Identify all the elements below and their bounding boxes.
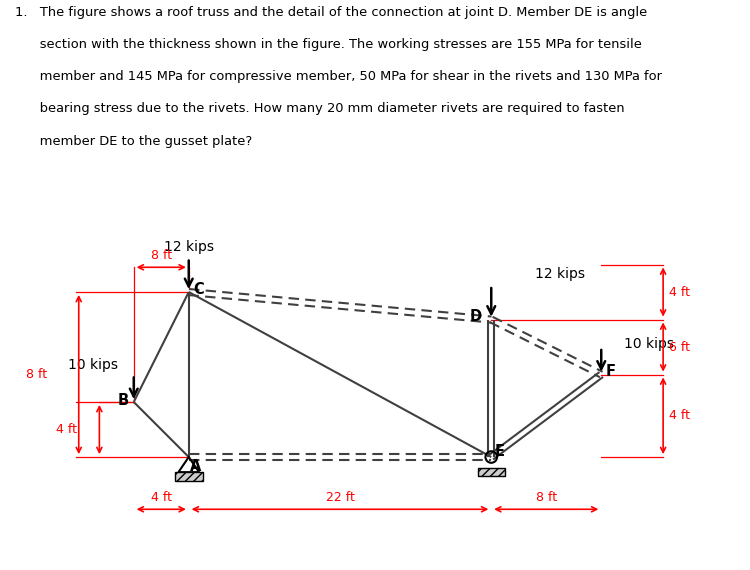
Text: F: F [606,364,616,379]
Text: section with the thickness shown in the figure. The working stresses are 155 MPa: section with the thickness shown in the … [15,38,642,51]
Text: 12 kips: 12 kips [164,239,214,254]
Text: 1.   The figure shows a roof truss and the detail of the connection at joint D. : 1. The figure shows a roof truss and the… [15,6,647,19]
Text: 6 ft: 6 ft [669,340,690,353]
Text: 8 ft: 8 ft [536,491,556,504]
Text: member DE to the gusset plate?: member DE to the gusset plate? [15,135,252,148]
Text: 8 ft: 8 ft [26,368,47,381]
Text: 10 kips: 10 kips [624,337,674,351]
Text: 4 ft: 4 ft [56,423,77,436]
Bar [478,468,505,475]
Text: 4 ft: 4 ft [669,286,690,299]
Text: 4 ft: 4 ft [151,491,172,504]
Text: D: D [470,310,482,324]
Text: 22 ft: 22 ft [326,491,355,504]
Text: A: A [190,459,201,474]
Text: E: E [494,444,505,459]
Text: 4 ft: 4 ft [669,409,690,422]
Text: 12 kips: 12 kips [535,267,585,281]
Text: member and 145 MPa for compressive member, 50 MPa for shear in the rivets and 13: member and 145 MPa for compressive membe… [15,70,662,83]
Text: 8 ft: 8 ft [151,249,172,262]
Text: bearing stress due to the rivets. How many 20 mm diameter rivets are required to: bearing stress due to the rivets. How ma… [15,103,625,115]
Text: 10 kips: 10 kips [68,358,118,372]
Text: B: B [117,393,128,408]
Bar [175,472,202,481]
Text: C: C [193,282,204,297]
